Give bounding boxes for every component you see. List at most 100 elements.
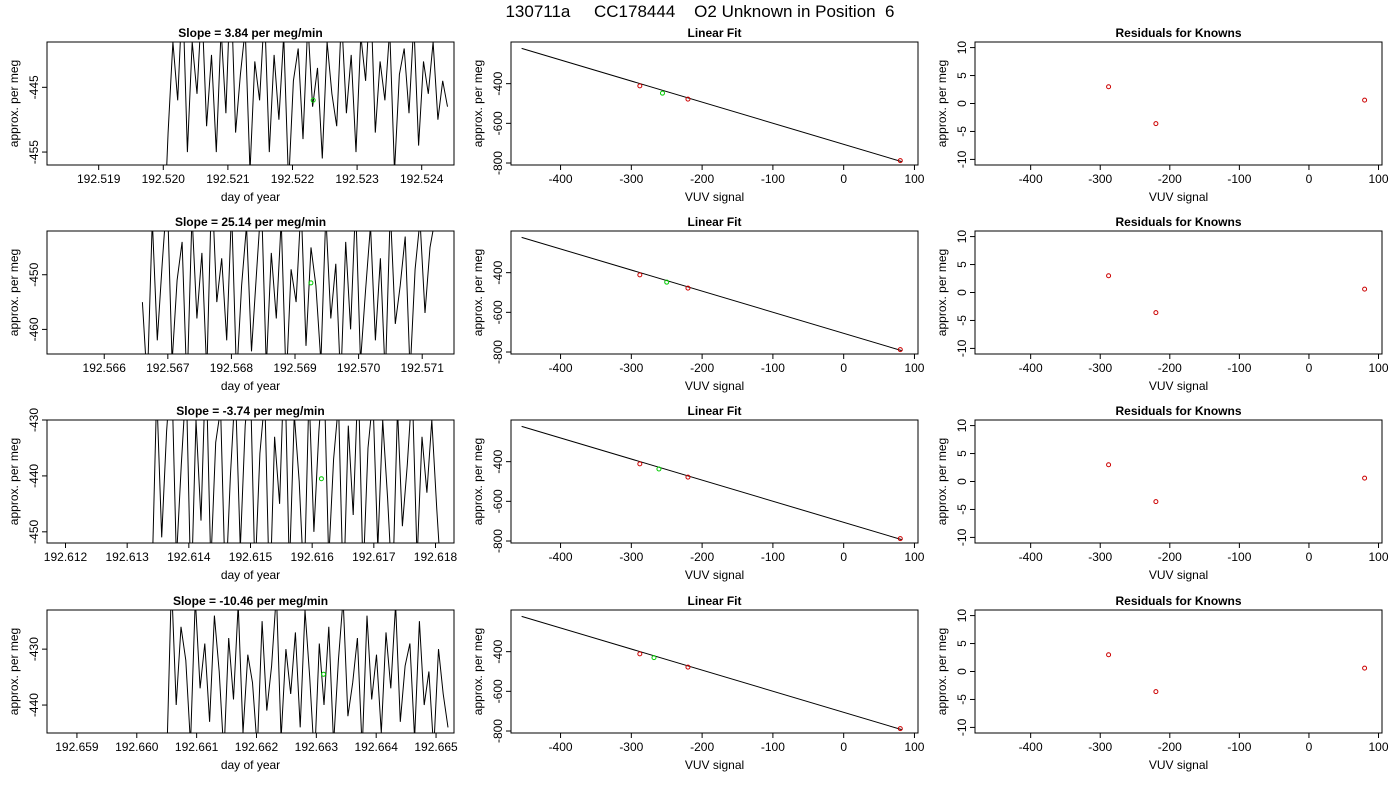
panel-title: Residuals for Knowns xyxy=(1115,26,1241,40)
x-tick-label: 192.521 xyxy=(206,172,250,186)
x-tick-label: -400 xyxy=(549,550,573,564)
plot-area xyxy=(1106,84,1368,127)
y-tick-label: -5 xyxy=(955,504,969,515)
y-tick-label: -5 xyxy=(955,126,969,137)
chart-panel-2: Slope = 25.14 per meg/min day of year appr… xyxy=(7,215,455,393)
panel-title: Slope = -3.74 per meg/min xyxy=(176,404,324,418)
x-axis-label: VUV signal xyxy=(1149,379,1208,393)
x-tick-label: -200 xyxy=(690,550,714,564)
y-tick-label: -450 xyxy=(27,262,41,286)
x-tick-label: -400 xyxy=(1019,172,1043,186)
y-tick-label: -400 xyxy=(491,449,505,473)
plot-frame xyxy=(46,230,455,355)
y-tick-label: -10 xyxy=(955,528,969,546)
plot-area xyxy=(152,420,440,543)
series-line xyxy=(141,231,434,354)
unknown-point xyxy=(656,466,662,472)
chart-panel-12: Residuals for Knowns VUV signal approx. pe… xyxy=(935,594,1389,772)
known-point xyxy=(897,536,903,542)
plot-frame xyxy=(510,609,919,734)
chart-panel-11: Residuals for Knowns VUV signal approx. pe… xyxy=(935,404,1389,582)
x-tick-label: -300 xyxy=(619,361,643,375)
x-tick-label: -300 xyxy=(1088,172,1112,186)
x-tick-label: -400 xyxy=(549,172,573,186)
y-tick-label: -600 xyxy=(491,111,505,135)
y-tick-label: -10 xyxy=(955,339,969,357)
y-axis-label: approx. per meg xyxy=(471,628,485,715)
x-tick-label: 100 xyxy=(1369,172,1389,186)
x-tick-label: -400 xyxy=(1019,550,1043,564)
plot-frame xyxy=(974,609,1383,734)
y-tick-label: -450 xyxy=(27,519,41,543)
fit-line xyxy=(521,236,902,352)
x-tick-label: 192.613 xyxy=(105,550,149,564)
plot-frame xyxy=(510,41,919,166)
x-tick-label: 192.519 xyxy=(77,172,121,186)
y-tick-label: -600 xyxy=(491,489,505,513)
y-tick-label: 5 xyxy=(955,450,969,457)
x-tick-label: 100 xyxy=(1369,740,1389,754)
plot-area xyxy=(521,425,903,542)
x-axis-label: VUV signal xyxy=(1149,568,1208,582)
x-tick-label: -200 xyxy=(1158,361,1182,375)
known-point xyxy=(1153,499,1159,505)
x-tick-label: 192.662 xyxy=(235,740,279,754)
y-tick-label: -10 xyxy=(955,150,969,168)
x-tick-label: 192.612 xyxy=(44,550,88,564)
y-tick-label: -800 xyxy=(491,151,505,175)
panel-title: Slope = 25.14 per meg/min xyxy=(175,215,326,229)
known-point xyxy=(637,272,643,278)
fit-line xyxy=(521,425,902,541)
known-point xyxy=(637,651,643,657)
plot-frame xyxy=(974,230,1383,355)
chart-panel-4: Slope = -10.46 per meg/min day of year app… xyxy=(7,594,458,772)
x-axis-label: VUV signal xyxy=(685,379,744,393)
chart-panel-7: Linear Fit VUV signal approx. per meg -400 -… xyxy=(471,404,925,582)
known-point xyxy=(1106,652,1112,658)
x-tick-label: 100 xyxy=(904,172,924,186)
x-tick-label: 0 xyxy=(840,361,847,375)
y-axis-label: approx. per meg xyxy=(935,438,949,525)
y-tick-label: -800 xyxy=(491,529,505,553)
x-tick-label: -100 xyxy=(1227,361,1251,375)
y-axis-label: approx. per meg xyxy=(471,60,485,147)
known-point xyxy=(1106,84,1112,90)
x-tick-label: 100 xyxy=(904,550,924,564)
x-tick-label: 192.616 xyxy=(290,550,334,564)
y-tick-label: -400 xyxy=(491,71,505,95)
chart-panel-3: Slope = -3.74 per meg/min day of year appr… xyxy=(7,404,458,582)
x-tick-label: 192.520 xyxy=(142,172,186,186)
panel-title: Linear Fit xyxy=(687,215,741,229)
x-tick-label: 192.660 xyxy=(115,740,159,754)
x-tick-label: 192.566 xyxy=(83,361,127,375)
plot-frame xyxy=(46,41,455,166)
fit-line xyxy=(521,615,902,731)
x-tick-label: 192.568 xyxy=(210,361,254,375)
chart-panel-1: Slope = 3.84 per meg/min day of year appro… xyxy=(7,26,455,204)
x-tick-label: 192.569 xyxy=(273,361,317,375)
x-tick-label: 0 xyxy=(1306,740,1313,754)
unknown-point xyxy=(651,655,657,661)
known-point xyxy=(1362,97,1368,103)
x-tick-label: -300 xyxy=(1088,740,1112,754)
known-point xyxy=(1362,665,1368,671)
panel-title: Residuals for Knowns xyxy=(1115,215,1241,229)
y-tick-label: -5 xyxy=(955,694,969,705)
x-axis-label: day of year xyxy=(221,758,280,772)
known-point xyxy=(1153,121,1159,127)
x-tick-label: 192.567 xyxy=(146,361,190,375)
panel-title: Linear Fit xyxy=(687,404,741,418)
x-tick-label: -300 xyxy=(619,740,643,754)
x-tick-label: -300 xyxy=(619,172,643,186)
x-tick-label: 192.664 xyxy=(354,740,398,754)
y-tick-label: -600 xyxy=(491,300,505,324)
chart-panel-8: Linear Fit VUV signal approx. per meg -400 -… xyxy=(471,594,925,772)
x-tick-label: -300 xyxy=(619,550,643,564)
x-tick-label: 100 xyxy=(904,740,924,754)
x-axis-label: day of year xyxy=(221,379,280,393)
x-tick-label: 0 xyxy=(1306,550,1313,564)
x-tick-label: -200 xyxy=(1158,172,1182,186)
y-tick-label: 10 xyxy=(955,230,969,244)
x-axis-label: VUV signal xyxy=(685,190,744,204)
fit-line xyxy=(521,47,902,163)
